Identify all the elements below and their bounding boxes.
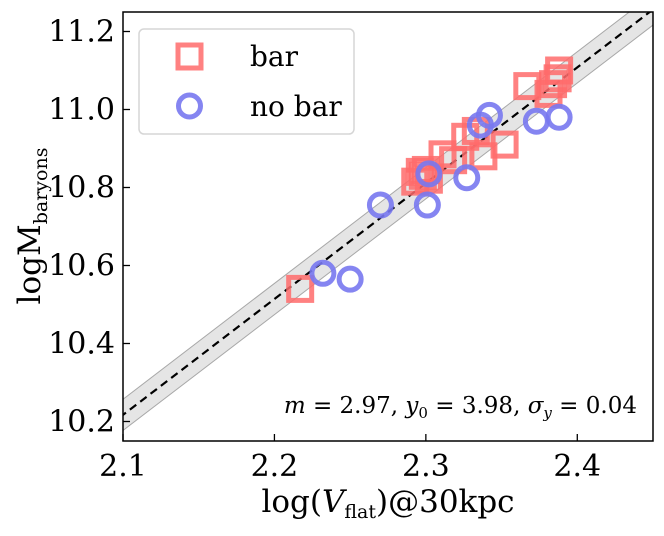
legend-bar-label: bar [250,40,299,73]
legend-bar-marker [175,42,204,71]
nobar-point [475,101,503,129]
nobar-point [415,160,443,188]
x-axis-label: log(Vflat)@30kpc [261,484,514,523]
legend-nobar-marker [176,92,203,120]
y-tick-label: 10.4 [48,327,115,362]
y-tick-label: 10.2 [48,405,115,440]
nobar-point [309,259,337,287]
legend: bar no bar [138,28,355,135]
legend-nobar-label: no bar [250,90,342,123]
y-tick-label: 11.2 [48,15,115,50]
y-tick-label: 11.0 [48,93,115,128]
legend-box [138,28,355,135]
y-tick-label: 10.6 [48,249,115,284]
nobar-point [413,191,441,219]
nobar-point [453,164,481,192]
y-axis-label: logMbaryons [12,148,52,305]
x-tick-label: 2.1 [99,449,147,484]
x-tick-label: 2.2 [251,449,299,484]
nobar-point [545,103,573,131]
nobar-point [336,265,364,293]
bar-point [490,130,519,159]
plot-frame [122,11,654,442]
y-tick-label: 10.8 [48,171,115,206]
bar-point [286,274,315,303]
x-tick-label: 2.3 [402,449,450,484]
bar-point [545,56,574,85]
fit-annotation: m = 2.97, y0 = 3.98, σy = 0.04 [284,393,637,422]
nobar-point [366,191,394,219]
x-tick-label: 2.4 [553,449,601,484]
